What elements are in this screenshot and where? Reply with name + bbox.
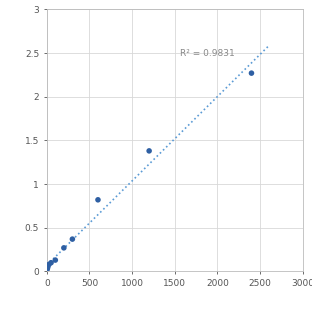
Point	[44, 269, 49, 274]
Point	[45, 265, 50, 270]
Text: R² = 0.9831: R² = 0.9831	[180, 49, 235, 58]
Point	[249, 71, 254, 76]
Point	[61, 245, 66, 250]
Point	[49, 260, 54, 265]
Point	[45, 266, 50, 271]
Point	[53, 258, 58, 263]
Point	[95, 197, 100, 202]
Point	[147, 149, 152, 154]
Point	[70, 236, 75, 241]
Point	[46, 262, 51, 267]
